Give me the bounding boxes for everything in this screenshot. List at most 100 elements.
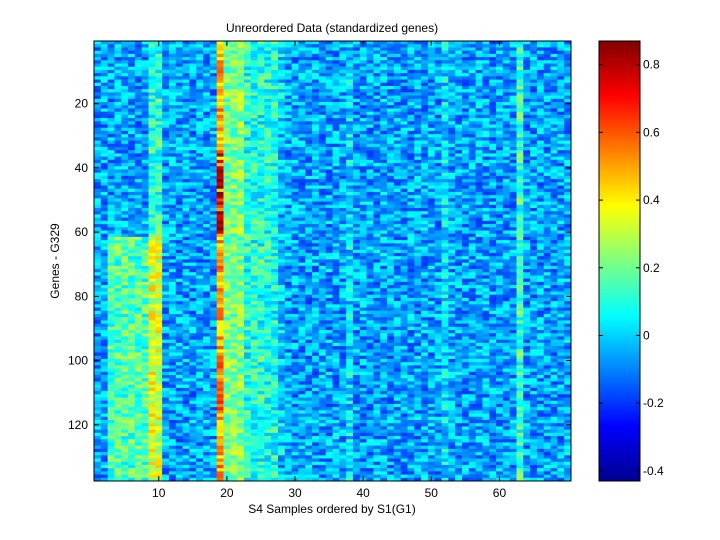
heatmap-cell xyxy=(516,57,524,61)
heatmap-cell xyxy=(359,124,367,129)
heatmap-cell xyxy=(509,217,517,222)
heatmap-cell xyxy=(230,159,238,164)
heatmap-cell xyxy=(189,102,197,106)
heatmap-cell xyxy=(277,249,286,254)
heatmap-cell xyxy=(250,240,258,244)
heatmap-cell xyxy=(496,69,504,74)
heatmap-cell xyxy=(455,198,463,202)
heatmap-cell xyxy=(298,82,306,87)
heatmap-cell xyxy=(100,217,109,222)
heatmap-cell xyxy=(209,252,218,257)
heatmap-cell xyxy=(94,208,102,212)
heatmap-cell xyxy=(271,82,279,87)
heatmap-cell xyxy=(271,201,279,206)
heatmap-cell xyxy=(400,102,408,106)
heatmap-cell xyxy=(209,233,218,238)
heatmap-cell xyxy=(243,76,252,80)
heatmap-cell xyxy=(94,156,102,161)
heatmap-cell xyxy=(134,249,143,254)
heatmap-cell xyxy=(475,211,483,215)
heatmap-cell xyxy=(243,220,252,225)
heatmap-cell xyxy=(250,163,258,167)
heatmap-cell xyxy=(352,217,361,222)
heatmap-cell xyxy=(305,47,313,52)
heatmap-cell xyxy=(489,146,497,151)
heatmap-cell xyxy=(189,246,197,251)
heatmap-cell xyxy=(141,236,149,241)
heatmap-cell xyxy=(557,137,565,141)
heatmap-cell xyxy=(509,249,517,254)
heatmap-cell xyxy=(284,195,293,199)
heatmap-cell xyxy=(393,172,402,177)
heatmap-cell xyxy=(175,172,183,177)
heatmap-cell xyxy=(421,69,429,74)
heatmap-cell xyxy=(223,198,231,202)
heatmap-cell xyxy=(516,134,524,138)
heatmap-cell xyxy=(141,159,149,164)
heatmap-cell xyxy=(564,259,572,263)
heatmap-cell xyxy=(271,256,279,260)
heatmap-cell xyxy=(298,60,306,64)
heatmap-cell xyxy=(162,134,170,138)
heatmap-cell xyxy=(461,105,470,109)
heatmap-cell xyxy=(346,195,354,199)
heatmap-cell xyxy=(461,220,470,225)
heatmap-cell xyxy=(277,252,286,257)
heatmap-cell xyxy=(94,243,102,247)
heatmap-cell xyxy=(148,85,156,90)
heatmap-cell xyxy=(414,57,422,61)
heatmap-cell xyxy=(325,50,333,55)
heatmap-cell xyxy=(305,198,313,202)
heatmap-cell xyxy=(291,153,299,158)
heatmap-cell xyxy=(121,140,129,145)
heatmap-cell xyxy=(298,63,306,68)
heatmap-cell xyxy=(502,211,511,215)
heatmap-cell xyxy=(271,53,279,58)
heatmap-cell xyxy=(277,153,286,158)
heatmap-cell xyxy=(366,69,374,74)
heatmap-cell xyxy=(250,185,258,190)
heatmap-cell xyxy=(496,111,504,116)
heatmap-cell xyxy=(468,41,476,45)
heatmap-cell xyxy=(359,60,367,64)
heatmap-cell xyxy=(271,182,279,186)
heatmap-cell xyxy=(298,159,306,164)
heatmap-cell xyxy=(557,76,565,80)
heatmap-cell xyxy=(162,95,170,100)
heatmap-cell xyxy=(366,60,374,64)
heatmap-cell xyxy=(305,146,313,151)
heatmap-cell xyxy=(134,182,143,186)
heatmap-cell xyxy=(448,105,456,109)
heatmap-cell xyxy=(366,246,374,251)
heatmap-cell xyxy=(250,76,258,80)
heatmap-cell xyxy=(114,114,122,119)
heatmap-cell xyxy=(502,76,511,80)
heatmap-cell xyxy=(407,243,415,247)
heatmap-cell xyxy=(182,159,190,164)
heatmap-cell xyxy=(100,233,109,238)
heatmap-cell xyxy=(550,82,558,87)
heatmap-cell xyxy=(107,118,115,122)
heatmap-cell xyxy=(502,163,511,167)
heatmap-cell xyxy=(496,211,504,215)
heatmap-cell xyxy=(387,53,395,58)
heatmap-cell xyxy=(414,146,422,151)
heatmap-cell xyxy=(421,230,429,235)
heatmap-cell xyxy=(475,76,483,80)
heatmap-cell xyxy=(257,169,265,174)
heatmap-cell xyxy=(175,57,183,61)
heatmap-cell xyxy=(550,47,558,52)
heatmap-cell xyxy=(536,146,545,151)
heatmap-cell xyxy=(496,124,504,129)
heatmap-cell xyxy=(162,243,170,247)
heatmap-cell xyxy=(516,69,524,74)
heatmap-cell xyxy=(359,121,367,125)
heatmap-cell xyxy=(516,265,524,270)
heatmap-cell xyxy=(182,108,190,113)
heatmap-cell xyxy=(94,185,102,190)
heatmap-cell xyxy=(414,114,422,119)
heatmap-cell xyxy=(427,47,436,52)
heatmap-cell xyxy=(114,98,122,103)
heatmap-cell xyxy=(257,73,265,77)
heatmap-cell xyxy=(107,169,115,174)
